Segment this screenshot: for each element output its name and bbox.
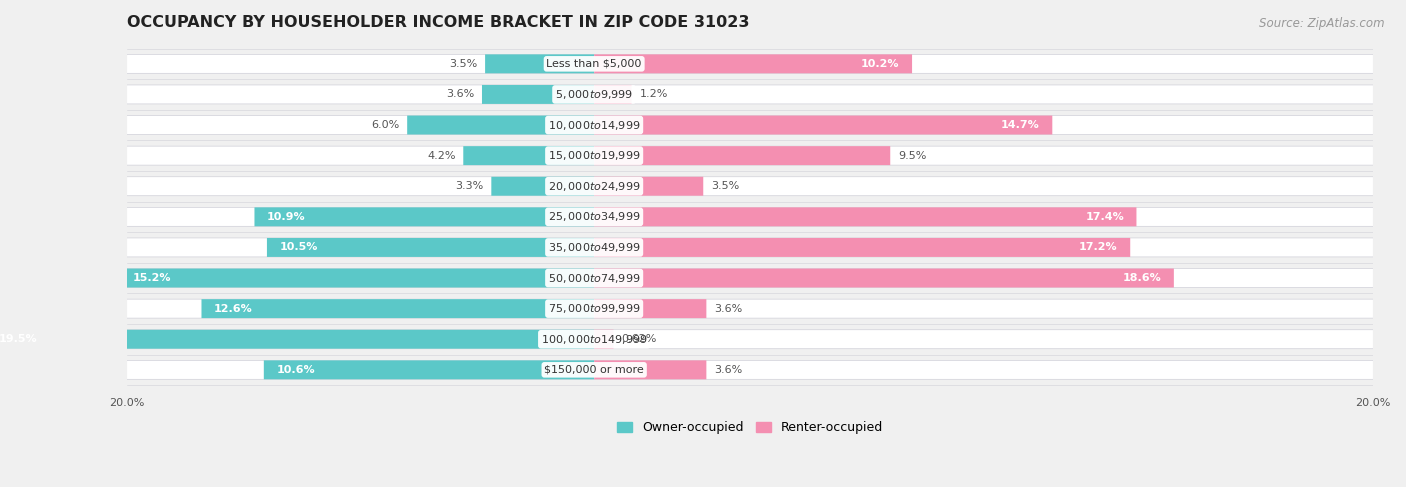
Text: 1.2%: 1.2% xyxy=(640,90,668,99)
FancyBboxPatch shape xyxy=(127,55,1374,74)
FancyBboxPatch shape xyxy=(127,85,1374,104)
Text: 3.6%: 3.6% xyxy=(714,303,742,314)
Text: 15.2%: 15.2% xyxy=(134,273,172,283)
Text: 9.5%: 9.5% xyxy=(898,150,927,161)
FancyBboxPatch shape xyxy=(595,115,1052,134)
FancyBboxPatch shape xyxy=(595,85,631,104)
Text: 19.5%: 19.5% xyxy=(0,334,38,344)
FancyBboxPatch shape xyxy=(491,177,595,196)
FancyBboxPatch shape xyxy=(121,268,595,287)
FancyBboxPatch shape xyxy=(595,55,912,74)
FancyBboxPatch shape xyxy=(595,207,1136,226)
FancyBboxPatch shape xyxy=(127,299,1374,318)
FancyBboxPatch shape xyxy=(0,330,595,349)
Text: 3.6%: 3.6% xyxy=(446,90,474,99)
FancyBboxPatch shape xyxy=(485,55,595,74)
Text: 3.3%: 3.3% xyxy=(456,181,484,191)
Text: $75,000 to $99,999: $75,000 to $99,999 xyxy=(548,302,640,315)
FancyBboxPatch shape xyxy=(267,238,595,257)
FancyBboxPatch shape xyxy=(127,115,1374,134)
FancyBboxPatch shape xyxy=(127,207,1374,226)
FancyBboxPatch shape xyxy=(595,177,703,196)
FancyBboxPatch shape xyxy=(464,146,595,165)
Text: $15,000 to $19,999: $15,000 to $19,999 xyxy=(548,149,640,162)
FancyBboxPatch shape xyxy=(201,299,595,318)
FancyBboxPatch shape xyxy=(127,360,1374,379)
Text: $25,000 to $34,999: $25,000 to $34,999 xyxy=(548,210,640,224)
FancyBboxPatch shape xyxy=(595,268,1174,287)
Text: Source: ZipAtlas.com: Source: ZipAtlas.com xyxy=(1260,17,1385,30)
Text: 10.9%: 10.9% xyxy=(267,212,305,222)
FancyBboxPatch shape xyxy=(127,177,1374,196)
FancyBboxPatch shape xyxy=(127,146,1374,165)
FancyBboxPatch shape xyxy=(127,268,1374,287)
FancyBboxPatch shape xyxy=(408,115,595,134)
Text: 17.4%: 17.4% xyxy=(1085,212,1123,222)
Text: 12.6%: 12.6% xyxy=(214,303,253,314)
Text: $150,000 or more: $150,000 or more xyxy=(544,365,644,375)
Text: 3.5%: 3.5% xyxy=(449,59,477,69)
Text: 10.6%: 10.6% xyxy=(277,365,315,375)
Text: Less than $5,000: Less than $5,000 xyxy=(547,59,643,69)
FancyBboxPatch shape xyxy=(264,360,595,379)
FancyBboxPatch shape xyxy=(595,360,706,379)
Text: $10,000 to $14,999: $10,000 to $14,999 xyxy=(548,118,640,131)
Text: 10.5%: 10.5% xyxy=(280,243,318,252)
Text: $35,000 to $49,999: $35,000 to $49,999 xyxy=(548,241,640,254)
Text: 18.6%: 18.6% xyxy=(1122,273,1161,283)
Text: 3.6%: 3.6% xyxy=(714,365,742,375)
Text: 14.7%: 14.7% xyxy=(1001,120,1040,130)
FancyBboxPatch shape xyxy=(595,146,890,165)
Legend: Owner-occupied, Renter-occupied: Owner-occupied, Renter-occupied xyxy=(612,416,889,439)
Text: 3.5%: 3.5% xyxy=(711,181,740,191)
FancyBboxPatch shape xyxy=(595,330,613,349)
FancyBboxPatch shape xyxy=(127,238,1374,257)
Text: 17.2%: 17.2% xyxy=(1080,243,1118,252)
Text: 6.0%: 6.0% xyxy=(371,120,399,130)
FancyBboxPatch shape xyxy=(482,85,595,104)
FancyBboxPatch shape xyxy=(595,238,1130,257)
Text: $50,000 to $74,999: $50,000 to $74,999 xyxy=(548,272,640,284)
Text: 10.2%: 10.2% xyxy=(860,59,900,69)
FancyBboxPatch shape xyxy=(254,207,595,226)
FancyBboxPatch shape xyxy=(595,299,706,318)
Text: $5,000 to $9,999: $5,000 to $9,999 xyxy=(555,88,633,101)
FancyBboxPatch shape xyxy=(127,330,1374,349)
Text: 0.62%: 0.62% xyxy=(621,334,657,344)
Text: 4.2%: 4.2% xyxy=(427,150,456,161)
Text: OCCUPANCY BY HOUSEHOLDER INCOME BRACKET IN ZIP CODE 31023: OCCUPANCY BY HOUSEHOLDER INCOME BRACKET … xyxy=(127,15,749,30)
Text: $20,000 to $24,999: $20,000 to $24,999 xyxy=(548,180,640,193)
Text: $100,000 to $149,999: $100,000 to $149,999 xyxy=(541,333,648,346)
